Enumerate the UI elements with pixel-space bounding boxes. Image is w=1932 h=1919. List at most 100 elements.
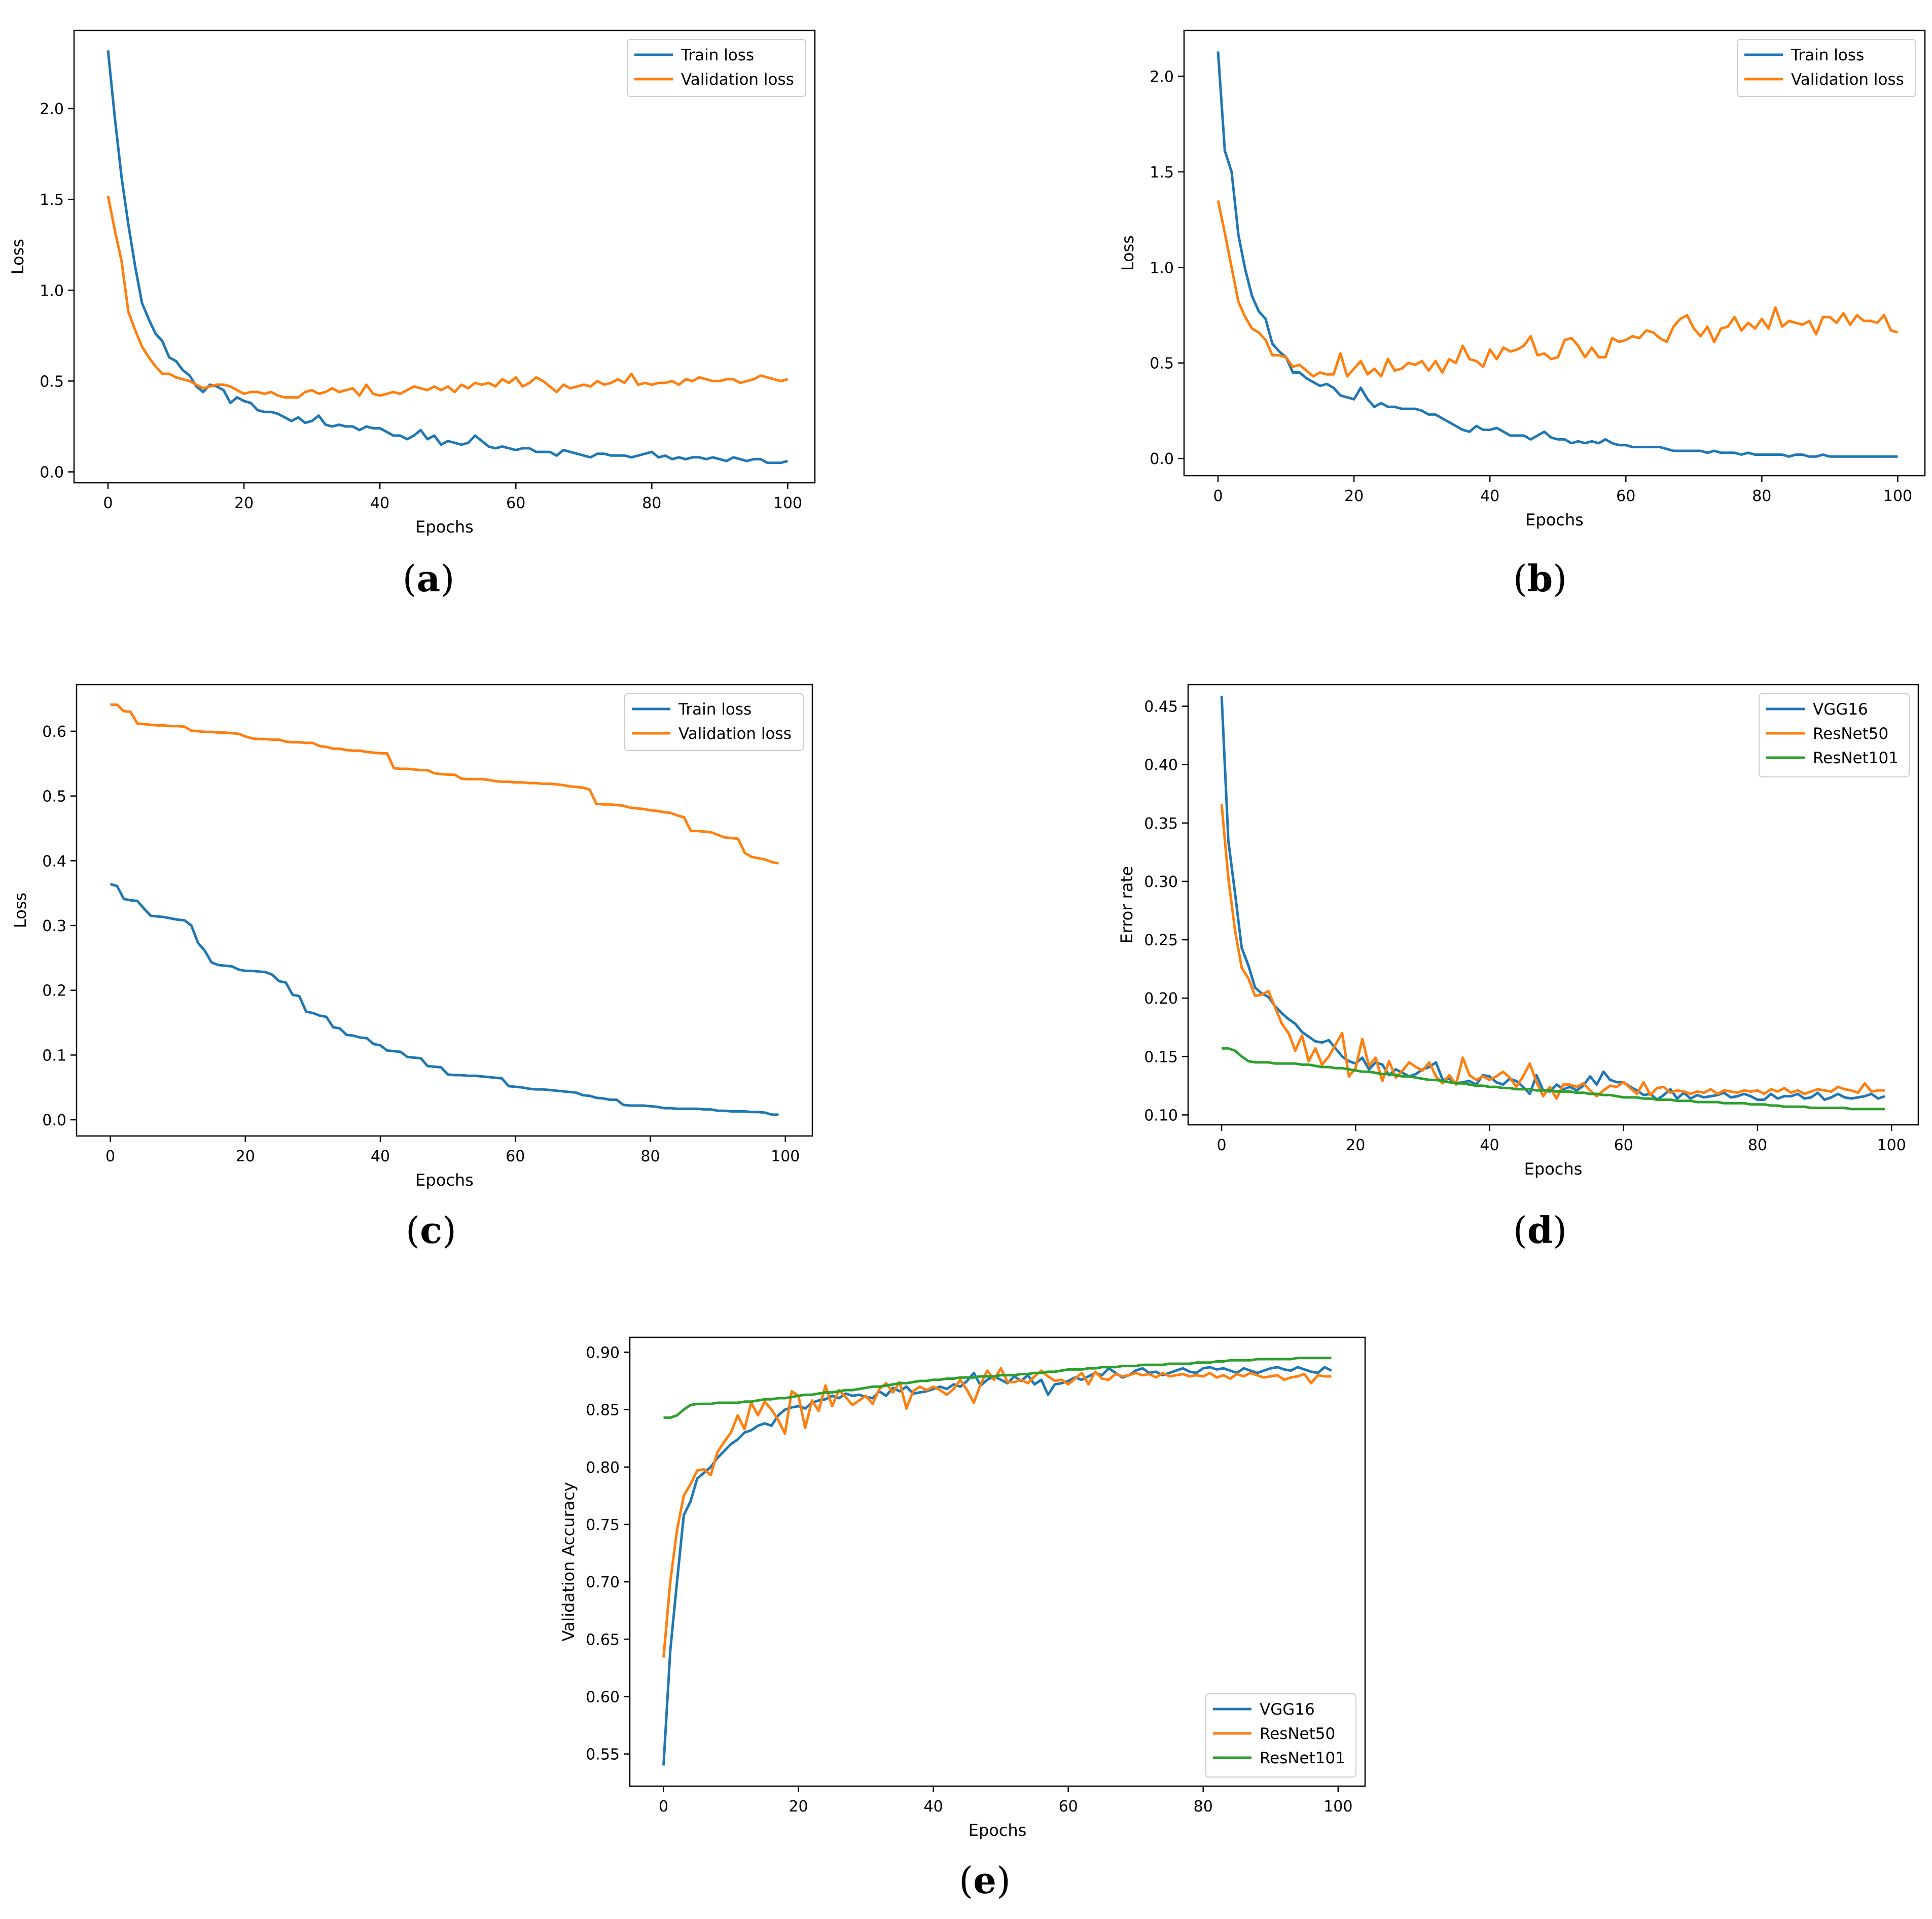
y-axis-label: Loss: [11, 893, 30, 928]
y-ticks: 0.0 0.5 1.0 1.5 2.0: [1150, 68, 1184, 468]
x-tick-label: 100: [773, 494, 802, 512]
x-tick-label: 40: [371, 1148, 390, 1165]
y-ticks: 0.0 0.5 1.0 1.5 2.0: [40, 100, 74, 482]
x-tick-label: 60: [506, 494, 525, 512]
legend: VGG16 ResNet50 ResNet101: [1759, 693, 1910, 777]
legend: Train loss Validation loss: [624, 693, 804, 751]
series-line-resnet101: [1222, 1047, 1885, 1111]
y-tick-label: 0.0: [40, 464, 64, 482]
y-tick-label: 0.3: [42, 917, 66, 935]
x-tick-label: 60: [1614, 1136, 1633, 1154]
legend-label: Train loss: [681, 46, 754, 64]
x-tick-label: 80: [1748, 1136, 1767, 1154]
panel-label: (b): [1513, 557, 1567, 600]
x-tick-label: 80: [1194, 1798, 1213, 1816]
x-tick-label: 40: [1480, 1136, 1499, 1154]
series-lines: [1217, 51, 1899, 458]
x-tick-label: 20: [1344, 487, 1364, 505]
legend: Train loss Validation loss: [627, 39, 806, 97]
x-tick-label: 60: [506, 1148, 525, 1165]
y-tick-label: 2.0: [40, 100, 64, 118]
y-ticks: 0.55 0.60 0.65 0.70 0.75 0.80 0.85 0.90: [586, 1344, 630, 1764]
x-ticks: 0 20 40 60 80 100: [1213, 476, 1912, 505]
y-tick-label: 0.30: [1144, 873, 1178, 891]
y-tick-label: 0.10: [1144, 1107, 1178, 1124]
y-axis-label: Loss: [8, 239, 27, 274]
legend-label: Validation loss: [678, 725, 792, 743]
y-tick-label: 1.0: [1150, 259, 1174, 277]
x-tick-label: 80: [640, 1148, 660, 1165]
legend: VGG16 ResNet50 ResNet101: [1205, 1693, 1356, 1778]
x-ticks: 0 20 40 60 80 100: [659, 1786, 1352, 1816]
axes-frame: [76, 684, 813, 1137]
x-axis-label: Epochs: [415, 517, 474, 537]
x-tick-label: 80: [1752, 487, 1771, 505]
y-axis-label: Loss: [1118, 235, 1137, 271]
panel-label: (a): [403, 557, 455, 600]
x-tick-label: 0: [1213, 487, 1223, 505]
legend-label: ResNet50: [1260, 1725, 1335, 1743]
y-ticks: 0.0 0.1 0.2 0.3 0.4 0.5 0.6: [42, 723, 77, 1129]
y-tick-label: 0.5: [40, 373, 64, 390]
series-line-validation-loss: [110, 703, 779, 865]
x-axis-label: Epochs: [415, 1170, 474, 1190]
y-tick-label: 0.2: [42, 982, 66, 1000]
y-tick-label: 1.5: [1150, 164, 1174, 182]
legend-label: Validation loss: [1791, 70, 1904, 89]
legend-label: VGG16: [1260, 1700, 1315, 1719]
x-ticks: 0 20 40 60 80 100: [1217, 1125, 1906, 1154]
legend: Train loss Validation loss: [1737, 39, 1916, 97]
x-tick-label: 0: [1217, 1136, 1227, 1154]
legend-label: ResNet101: [1260, 1749, 1345, 1767]
x-tick-label: 40: [370, 494, 389, 512]
chart-panel-a: 0 20 40 60 80 100 0.0 0.5 1.0 1.5 2.0 Epochs Loss Tra…: [8, 29, 816, 600]
y-tick-label: 0.65: [586, 1631, 620, 1649]
panel-label: (d): [1513, 1209, 1567, 1252]
y-tick-label: 0.40: [1144, 757, 1178, 774]
y-tick-label: 1.5: [40, 191, 64, 209]
series-line-vgg16: [1220, 695, 1885, 1101]
series-line-resnet101: [663, 1357, 1332, 1419]
legend-label: Validation loss: [681, 70, 794, 89]
x-tick-label: 60: [1616, 487, 1635, 505]
legend-label: ResNet50: [1813, 725, 1888, 743]
y-tick-label: 0.70: [586, 1574, 620, 1591]
y-tick-label: 0.20: [1144, 990, 1178, 1008]
axes-frame: [73, 29, 816, 484]
series-line-train-loss: [1217, 51, 1898, 458]
x-ticks: 0 20 40 60 80 100: [103, 483, 802, 512]
x-tick-label: 100: [1323, 1798, 1352, 1816]
y-tick-label: 0.0: [42, 1112, 66, 1129]
chart-panel-c: 0 20 40 60 80 100 0.0 0.1 0.2 0.3 0.4 0.5 0.6 Epochs L…: [11, 684, 813, 1252]
series-line-resnet50: [1220, 804, 1885, 1100]
panel-label: (c): [406, 1209, 456, 1252]
axes-frame: [629, 1336, 1366, 1787]
y-tick-label: 0.25: [1144, 932, 1178, 949]
y-tick-label: 0.6: [42, 723, 66, 741]
y-tick-label: 0.90: [586, 1344, 620, 1362]
series-line-validation-loss: [1217, 200, 1899, 378]
series-line-resnet50: [662, 1367, 1332, 1658]
series-lines: [106, 50, 789, 465]
series-line-train-loss: [106, 50, 789, 465]
x-tick-label: 0: [103, 494, 113, 512]
x-tick-label: 20: [789, 1798, 808, 1816]
series-lines: [662, 1357, 1332, 1766]
y-tick-label: 0.4: [42, 852, 66, 870]
legend-box: [1759, 693, 1910, 777]
x-tick-label: 80: [642, 494, 661, 512]
y-tick-label: 0.45: [1144, 698, 1178, 716]
y-tick-label: 0.15: [1144, 1048, 1178, 1066]
x-tick-label: 100: [771, 1148, 800, 1165]
x-tick-label: 60: [1059, 1798, 1078, 1816]
y-tick-label: 2.0: [1150, 68, 1174, 86]
y-tick-label: 0.5: [1150, 355, 1174, 373]
series-line-vgg16: [662, 1366, 1332, 1766]
series-line-validation-loss: [106, 195, 789, 399]
chart-panel-d: 0 20 40 60 80 100 0.10 0.15 0.20 0.25 0.30 0.35 0.40…: [1117, 684, 1919, 1252]
y-tick-label: 0.85: [586, 1402, 620, 1419]
legend-label: Train loss: [678, 700, 752, 719]
y-tick-label: 0.35: [1144, 815, 1178, 833]
x-axis-label: Epochs: [1525, 510, 1584, 529]
